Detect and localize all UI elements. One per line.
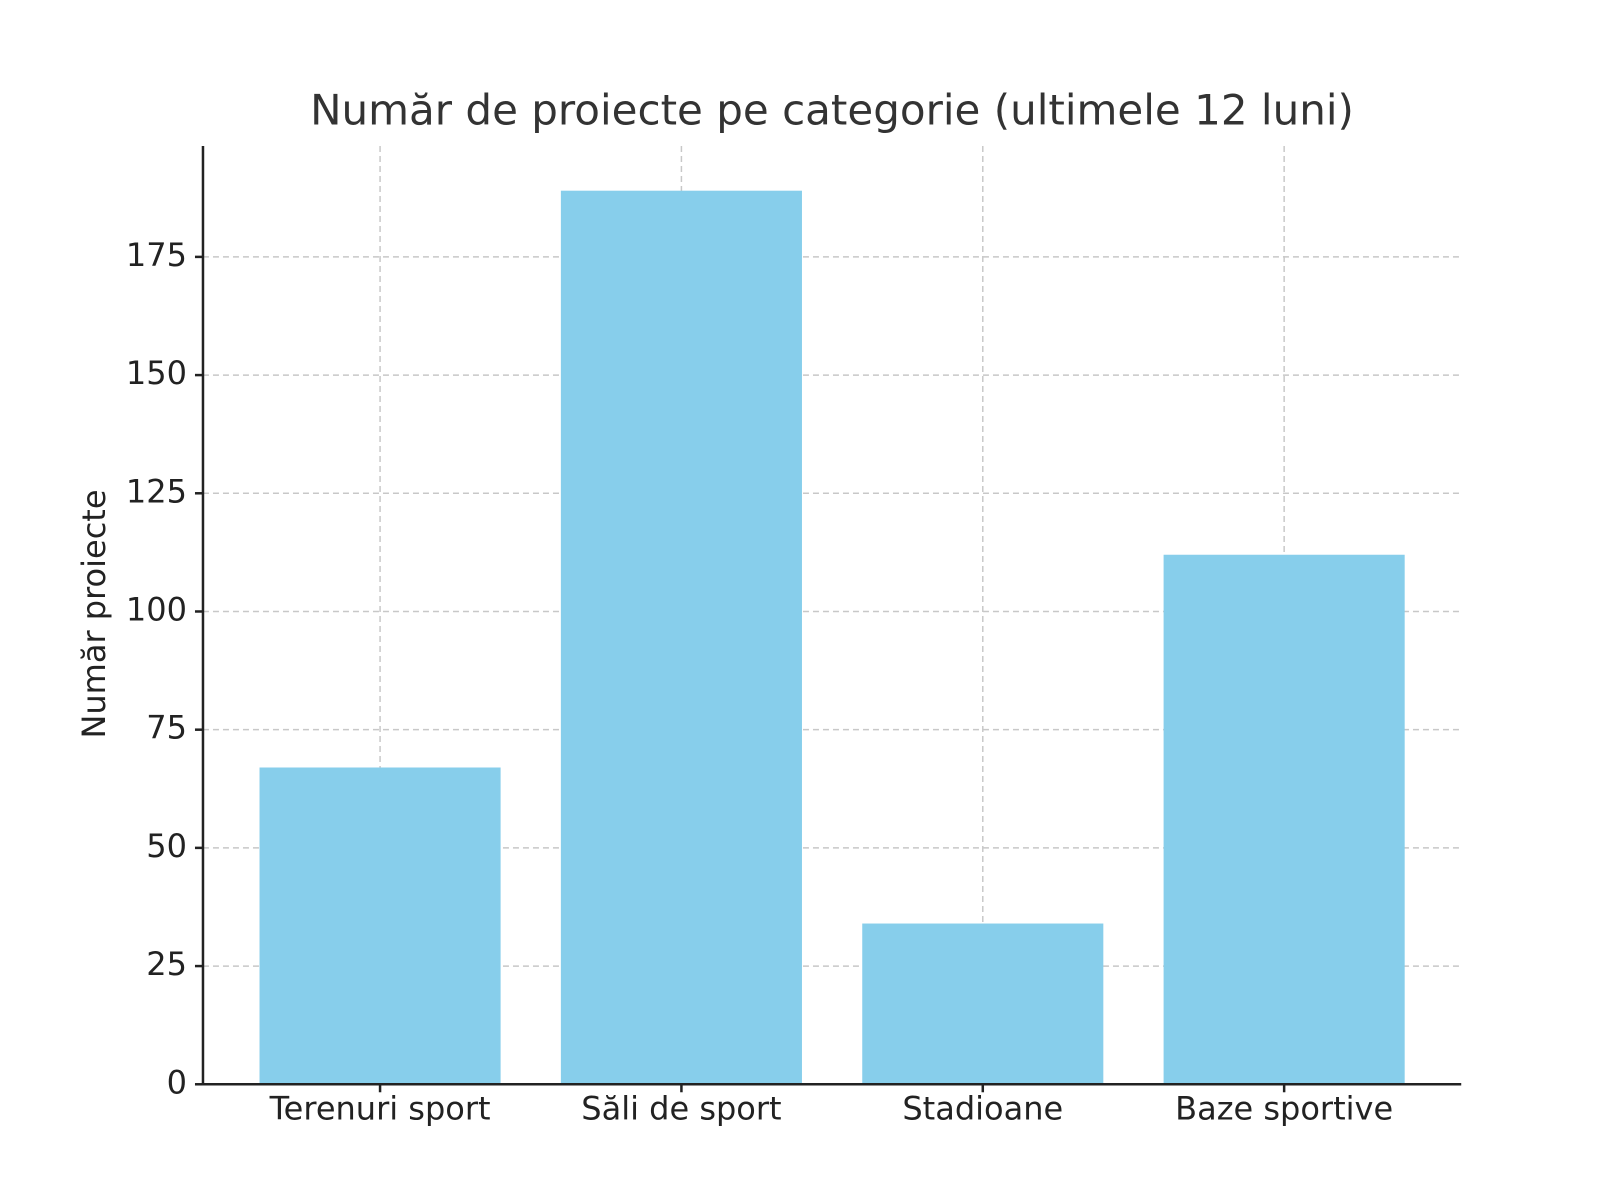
layer [259,190,1405,1085]
bar [259,767,501,1085]
y-tick-label: 0 [167,1063,187,1101]
chart-title: Număr de proiecte pe categorie (ultimele… [310,86,1354,135]
bar [862,923,1104,1085]
x-tick-label: Stadioane [902,1089,1063,1127]
y-tick-label: 50 [146,827,187,865]
y-tick-label: 100 [126,590,187,628]
y-tick-label: 75 [146,709,187,747]
x-tick-label: Terenuri sport [269,1089,491,1127]
y-tick-label: 125 [126,472,187,510]
y-tick-label: 175 [126,236,187,274]
bar [560,190,802,1085]
y-tick-label: 25 [146,945,187,983]
x-tick-label: Săli de sport [581,1089,781,1127]
bar [1163,554,1405,1085]
x-tick-label: Baze sportive [1175,1089,1393,1127]
y-axis-label: Număr proiecte [75,489,113,738]
y-tick-label: 150 [126,354,187,392]
layer: 0 25 50 75 100 125 150 175 Terenuri sport Săli de… [126,146,1462,1127]
